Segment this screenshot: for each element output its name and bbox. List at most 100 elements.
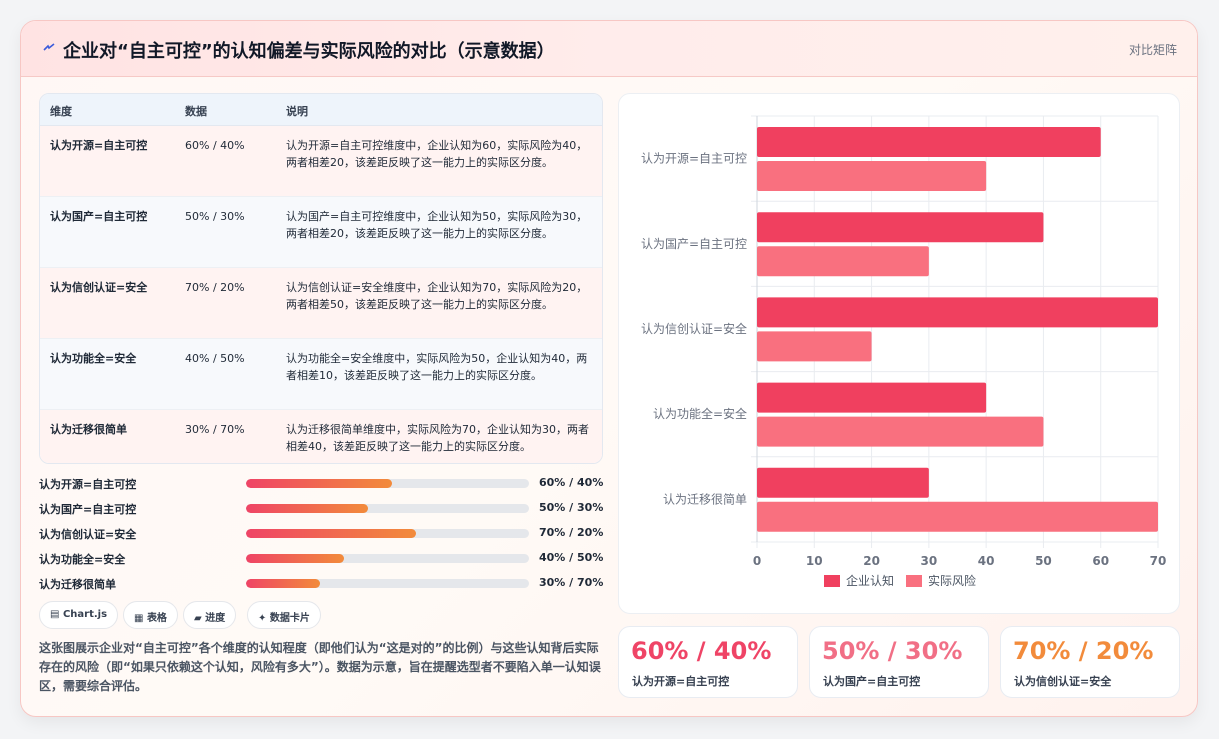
bar-risk — [757, 246, 929, 277]
table-row: 认为迁移很简单 30% / 70% 认为迁移很简单维度中，实际风险为70，企业认… — [40, 410, 602, 463]
row-dimension: 认为迁移很简单 — [50, 423, 127, 436]
progress-label: 认为信创认证=安全 — [39, 528, 137, 541]
x-tick-label: 40 — [978, 554, 995, 568]
view-badge[interactable]: 对比矩阵 — [1128, 43, 1177, 57]
stat-label: 认为国产=自主可控 — [823, 675, 921, 688]
bar-cognition — [757, 297, 1158, 328]
row-data: 30% / 70% — [185, 423, 245, 436]
stat-card: 70% / 20% 认为信创认证=安全 — [1000, 626, 1180, 698]
progress-label: 认为迁移很简单 — [39, 578, 116, 591]
y-tick-label: 认为信创认证=安全 — [641, 321, 747, 336]
progress-row: 认为信创认证=安全 70% / 20% — [39, 523, 603, 548]
bar-cognition — [757, 467, 929, 498]
stat-label: 认为信创认证=安全 — [1014, 675, 1112, 688]
table-row: 认为信创认证=安全 70% / 20% 认为信创认证=安全维度中，企业认知为70… — [40, 268, 602, 339]
header: 企业对“自主可控”的认知偏差与实际风险的对比（示意数据） 对比矩阵 — [21, 21, 1197, 77]
bar-cognition — [757, 127, 1101, 157]
column-header-data: 数据 — [185, 105, 207, 118]
sparkle-icon: ✦ — [258, 613, 270, 624]
bar-risk — [757, 416, 1044, 447]
progress-track — [246, 579, 529, 588]
data-table: 维度 数据 说明 认为开源=自主可控 60% / 40% 认为开源=自主可控维度… — [39, 93, 603, 464]
progress-label: 认为开源=自主可控 — [39, 478, 137, 491]
progress-track — [246, 479, 529, 488]
x-tick-label: 60 — [1092, 554, 1109, 568]
row-dimension: 认为开源=自主可控 — [50, 139, 148, 152]
progress-label: 认为国产=自主可控 — [39, 503, 137, 516]
progress-row: 认为开源=自主可控 60% / 40% — [39, 473, 603, 498]
table-icon: ▦ — [134, 613, 147, 624]
stat-value: 70% / 20% — [1013, 637, 1154, 665]
column-header-dimension: 维度 — [50, 105, 72, 118]
chip-datacard[interactable]: ✦ 数据卡片 — [247, 601, 321, 629]
chip-table[interactable]: ▦ 表格 — [123, 601, 178, 629]
row-data: 50% / 30% — [185, 210, 245, 223]
progress-row: 认为功能全=安全 40% / 50% — [39, 548, 603, 573]
x-tick-label: 30 — [921, 554, 938, 568]
x-tick-label: 10 — [806, 554, 823, 568]
row-dimension: 认为功能全=安全 — [50, 352, 137, 365]
chip-label: 表格 — [146, 613, 167, 624]
stat-value: 60% / 40% — [631, 637, 772, 665]
x-tick-label: 20 — [863, 554, 880, 568]
y-tick-label: 认为迁移很简单 — [663, 492, 747, 506]
bar-risk — [757, 501, 1158, 532]
bar-chart: 0 10 20 30 40 50 60 70 认为开源=自主可控 认为国产=自主可控 认为信创认证=… — [618, 93, 1180, 614]
legend-swatch — [906, 575, 922, 587]
table-header: 维度 数据 说明 — [40, 94, 602, 126]
progress-icon: ▰ — [194, 613, 206, 624]
x-tick-label: 50 — [1035, 554, 1052, 568]
row-note: 认为迁移很简单维度中，实际风险为70，企业认知为30，两者相差40，该差距反映了… — [286, 423, 589, 453]
chip-progress[interactable]: ▰ 进度 — [183, 601, 237, 629]
progress-value: 40% / 50% — [539, 551, 604, 564]
stat-label: 认为开源=自主可控 — [632, 675, 730, 688]
bar-cognition — [757, 212, 1044, 243]
table-row: 认为国产=自主可控 50% / 30% 认为国产=自主可控维度中，企业认知为50… — [40, 197, 602, 268]
description: 这张图展示企业对“自主可控”各个维度的认知程度（即他们认为“这是对的”的比例）与… — [39, 641, 601, 693]
bar-risk — [757, 331, 872, 362]
chip-label: 进度 — [205, 613, 226, 624]
bar-risk — [757, 161, 987, 191]
progress-row: 认为迁移很简单 30% / 70% — [39, 573, 603, 598]
chip-label: Chart.js — [62, 609, 108, 620]
chart-icon: ▤ — [50, 609, 63, 620]
progress-value: 50% / 30% — [539, 501, 604, 514]
progress-track — [246, 554, 529, 563]
legend-swatch — [824, 575, 840, 587]
chart-svg: 0 10 20 30 40 50 60 70 认为开源=自主可控认为国产=自主可控认为信创认证=… — [641, 115, 1167, 588]
x-tick-label: 70 — [1150, 554, 1167, 568]
progress-value: 70% / 20% — [539, 526, 604, 539]
row-dimension: 认为国产=自主可控 — [50, 210, 148, 223]
bar-cognition — [757, 382, 987, 413]
progress-label: 认为功能全=安全 — [39, 553, 126, 566]
stat-value: 50% / 30% — [822, 637, 963, 665]
main-card: 企业对“自主可控”的认知偏差与实际风险的对比（示意数据） 对比矩阵 维度 数据 … — [20, 20, 1198, 717]
chip-label: 数据卡片 — [269, 613, 310, 624]
progress-value: 60% / 40% — [539, 476, 604, 489]
progress-fill — [246, 579, 320, 588]
legend-label: 实际风险 — [928, 573, 976, 588]
y-tick-label: 认为开源=自主可控 — [641, 152, 747, 166]
progress-value: 30% / 70% — [539, 576, 604, 589]
row-data: 40% / 50% — [185, 352, 245, 365]
page-title: 企业对“自主可控”的认知偏差与实际风险的对比（示意数据） — [63, 41, 555, 62]
y-tick-label: 认为国产=自主可控 — [641, 237, 747, 251]
row-note: 认为国产=自主可控维度中，企业认知为50，实际风险为30，两者相差20，该差距反… — [286, 210, 588, 240]
row-dimension: 认为信创认证=安全 — [50, 281, 148, 294]
row-note: 认为开源=自主可控维度中，企业认知为60，实际风险为40，两者相差20，该差距反… — [286, 139, 588, 169]
progress-fill — [246, 529, 416, 538]
chip-chartjs[interactable]: ▤ Chart.js — [39, 601, 119, 629]
column-header-note: 说明 — [286, 105, 308, 118]
lightning-icon — [43, 43, 55, 51]
progress-fill — [246, 554, 344, 563]
legend-label: 企业认知 — [846, 573, 894, 588]
progress-fill — [246, 479, 392, 488]
stat-card: 50% / 30% 认为国产=自主可控 — [809, 626, 989, 698]
table-row: 认为开源=自主可控 60% / 40% 认为开源=自主可控维度中，企业认知为60… — [40, 126, 602, 197]
y-tick-label: 认为功能全=安全 — [653, 406, 747, 421]
row-note: 认为功能全=安全维度中，实际风险为50，企业认知为40，两者相差10，该差距反映… — [286, 352, 588, 382]
row-data: 60% / 40% — [185, 139, 245, 152]
x-tick-label: 0 — [753, 554, 761, 568]
table-row: 认为功能全=安全 40% / 50% 认为功能全=安全维度中，实际风险为50，企… — [40, 339, 602, 410]
stat-card: 60% / 40% 认为开源=自主可控 — [618, 626, 798, 698]
